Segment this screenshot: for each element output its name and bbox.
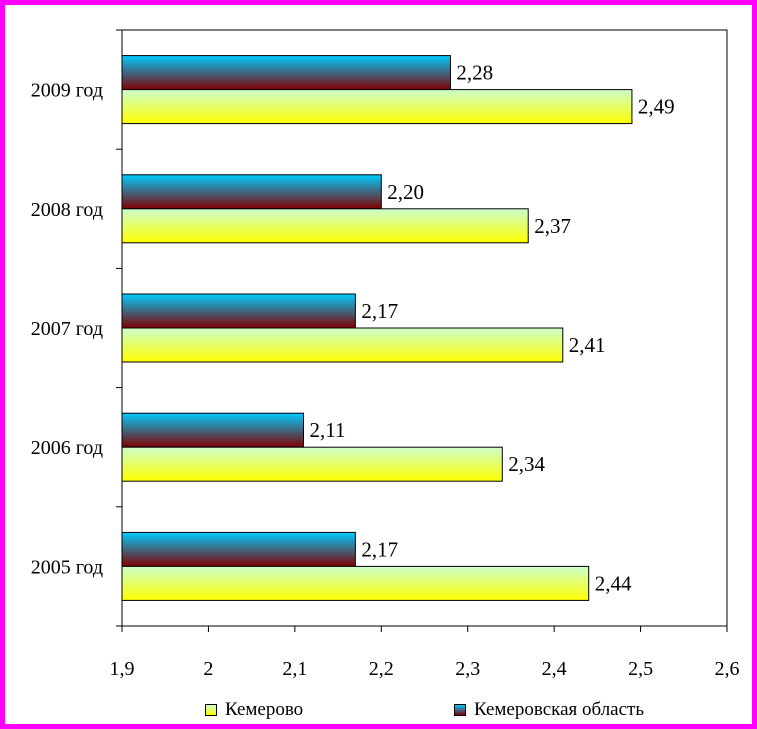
bar-kemerovo-2009 <box>121 89 633 125</box>
x-tick-label: 2,6 <box>715 658 740 680</box>
bar-kemerovo-oblast-2006 <box>121 412 304 448</box>
data-label-kemerovo-2008: 2,37 <box>534 214 571 238</box>
bar-kemerovo-oblast-2007 <box>121 293 356 329</box>
category-label-2007: 2007 год <box>31 318 103 340</box>
x-tick-label: 2,5 <box>628 658 653 680</box>
x-tick-label: 2,3 <box>455 658 480 680</box>
category-label-2005: 2005 год <box>31 556 103 578</box>
data-label-kemerovo-2007: 2,41 <box>569 333 606 357</box>
data-label-kemerovo-oblast-2009: 2,28 <box>456 61 493 85</box>
bar-kemerovo-2005 <box>121 565 590 601</box>
x-tick-label: 2,2 <box>369 658 394 680</box>
bar-kemerovo-oblast-2005 <box>121 531 356 567</box>
data-label-kemerovo-oblast-2007: 2,17 <box>361 299 398 323</box>
chart-frame: 2,17 2,44 2005 год 2,11 2,34 2006 год 2,17 2,41… <box>5 5 752 724</box>
bar-kemerovo-oblast-2009 <box>121 55 451 91</box>
bar-kemerovo-2006 <box>121 446 503 482</box>
data-label-kemerovo-oblast-2005: 2,17 <box>361 537 398 561</box>
category-label-2008: 2008 год <box>31 199 103 221</box>
bar-kemerovo-2007 <box>121 327 564 363</box>
data-label-kemerovo-oblast-2006: 2,11 <box>310 418 346 442</box>
data-label-kemerovo-2005: 2,44 <box>595 571 632 595</box>
data-label-kemerovo-2006: 2,34 <box>508 452 545 476</box>
bar-kemerovo-oblast-2008 <box>121 174 382 210</box>
x-tick-label: 1,9 <box>110 658 135 680</box>
data-label-kemerovo-2009: 2,49 <box>638 95 675 119</box>
bar-kemerovo-2008 <box>121 208 529 244</box>
category-label-2009: 2009 год <box>31 80 103 102</box>
x-tick-label: 2 <box>203 658 213 680</box>
x-tick-label: 2,1 <box>282 658 307 680</box>
x-tick-label: 2,4 <box>542 658 567 680</box>
data-label-kemerovo-oblast-2008: 2,20 <box>387 180 424 204</box>
category-label-2006: 2006 год <box>31 437 103 459</box>
